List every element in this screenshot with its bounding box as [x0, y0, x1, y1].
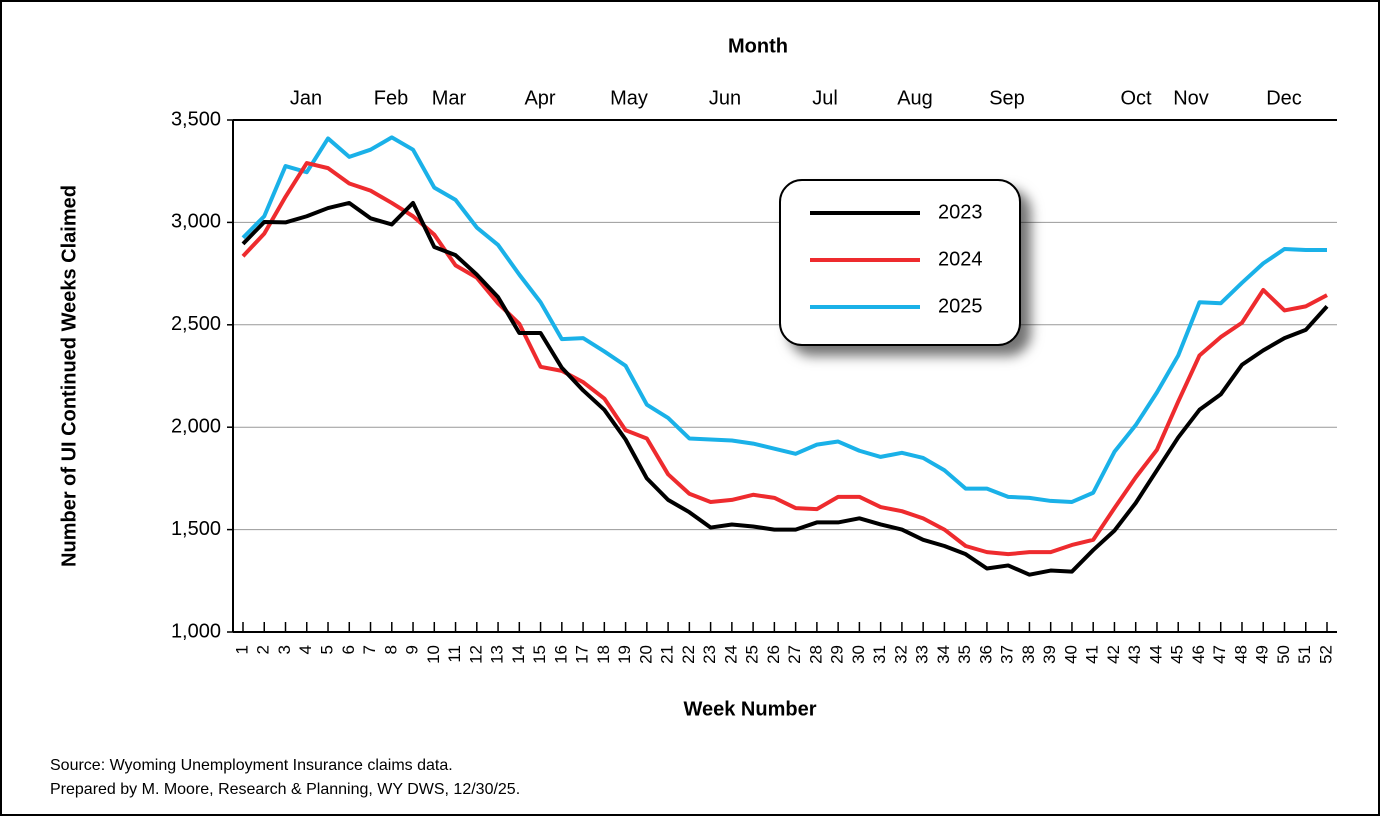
x-tick-label: 29 [828, 645, 847, 664]
x-tick-label: 46 [1189, 645, 1208, 664]
month-label: Apr [524, 87, 555, 109]
y-tick-label: 2,500 [171, 313, 221, 335]
x-tick-label: 40 [1061, 645, 1080, 664]
x-tick-label: 39 [1040, 645, 1059, 664]
x-tick-label: 44 [1146, 645, 1165, 664]
x-tick-label: 43 [1125, 645, 1144, 664]
month-label: Sep [989, 87, 1025, 109]
x-tick-label: 9 [403, 645, 422, 654]
x-tick-label: 8 [381, 645, 400, 654]
series-line [241, 200, 1329, 577]
legend-label: 2024 [938, 248, 983, 270]
x-tick-label: 11 [445, 645, 464, 663]
x-tick-label: 37 [998, 645, 1017, 664]
month-label: Dec [1266, 87, 1302, 109]
x-tick-label: 35 [955, 645, 974, 664]
month-label: Aug [897, 87, 933, 109]
y-tick-label: 1,000 [171, 620, 221, 642]
x-tick-label: 14 [509, 645, 528, 664]
x-tick-label: 30 [849, 645, 868, 664]
month-label: Oct [1120, 87, 1152, 109]
x-tick-label: 20 [636, 645, 655, 664]
x-tick-label: 12 [466, 645, 485, 664]
x-tick-label: 6 [339, 645, 358, 654]
x-tick-label: 17 [573, 645, 592, 664]
x-tick-label: 51 [1295, 645, 1314, 664]
x-tick-label: 5 [318, 645, 337, 654]
x-tick-label: 7 [360, 645, 379, 654]
x-tick-label: 48 [1231, 645, 1250, 664]
x-tick-label: 15 [530, 645, 549, 664]
x-tick-label: 26 [764, 645, 783, 664]
legend: 2023 2024 2025 [779, 179, 1021, 346]
legend-box [779, 179, 1021, 346]
x-tick-label: 13 [488, 645, 507, 664]
month-label: May [610, 87, 648, 109]
x-tick-label: 1 [232, 645, 251, 654]
x-tick-label: 45 [1168, 645, 1187, 664]
x-tick-label: 3 [275, 645, 294, 654]
y-tick-label: 1,500 [171, 518, 221, 540]
x-tick-label: 4 [296, 645, 315, 654]
x-tick-label: 33 [913, 645, 932, 664]
x-tick-label: 21 [658, 645, 677, 664]
month-label: Jul [812, 87, 838, 109]
series-line [241, 135, 1327, 504]
x-tick-label: 10 [424, 645, 443, 664]
x-tick-label: 27 [785, 645, 804, 664]
top-axis-title: Month [728, 35, 788, 57]
source-note: Source: Wyoming Unemployment Insurance c… [50, 757, 453, 774]
y-tick-label: 3,000 [171, 211, 221, 233]
x-tick-label: 38 [1019, 645, 1038, 664]
x-tick-label: 24 [721, 645, 740, 664]
x-tick-label: 22 [679, 645, 698, 664]
y-axis-title: Number of UI Continued Weeks Claimed [58, 185, 80, 567]
x-tick-label: 18 [594, 645, 613, 664]
x-tick-label: 34 [934, 645, 953, 664]
x-tick-label: 23 [700, 645, 719, 664]
x-tick-label: 50 [1274, 645, 1293, 664]
x-tick-label: 28 [806, 645, 825, 664]
month-label: Feb [374, 87, 408, 109]
month-label: Jan [290, 87, 322, 109]
x-tick-label: 31 [870, 645, 889, 664]
legend-label: 2025 [938, 295, 983, 317]
x-tick-label: 19 [615, 645, 634, 664]
y-tick-label: 2,000 [171, 415, 221, 437]
prepared-note: Prepared by M. Moore, Research & Plannin… [50, 781, 520, 798]
x-tick-label: 42 [1104, 645, 1123, 664]
month-label: Jun [709, 87, 741, 109]
x-tick-label: 52 [1316, 645, 1335, 664]
x-tick-label: 16 [551, 645, 570, 664]
y-tick-label: 3,500 [171, 108, 221, 130]
month-label: Mar [432, 87, 467, 109]
month-label: Nov [1173, 87, 1209, 109]
x-tick-label: 32 [891, 645, 910, 664]
x-tick-label: 2 [254, 645, 273, 654]
x-axis-title: Week Number [683, 698, 816, 720]
legend-label: 2023 [938, 201, 983, 223]
x-tick-label: 36 [976, 645, 995, 664]
x-tick-label: 47 [1210, 645, 1229, 664]
x-tick-label: 25 [743, 645, 762, 664]
x-tick-label: 49 [1253, 645, 1272, 664]
x-tick-label: 41 [1083, 645, 1102, 664]
